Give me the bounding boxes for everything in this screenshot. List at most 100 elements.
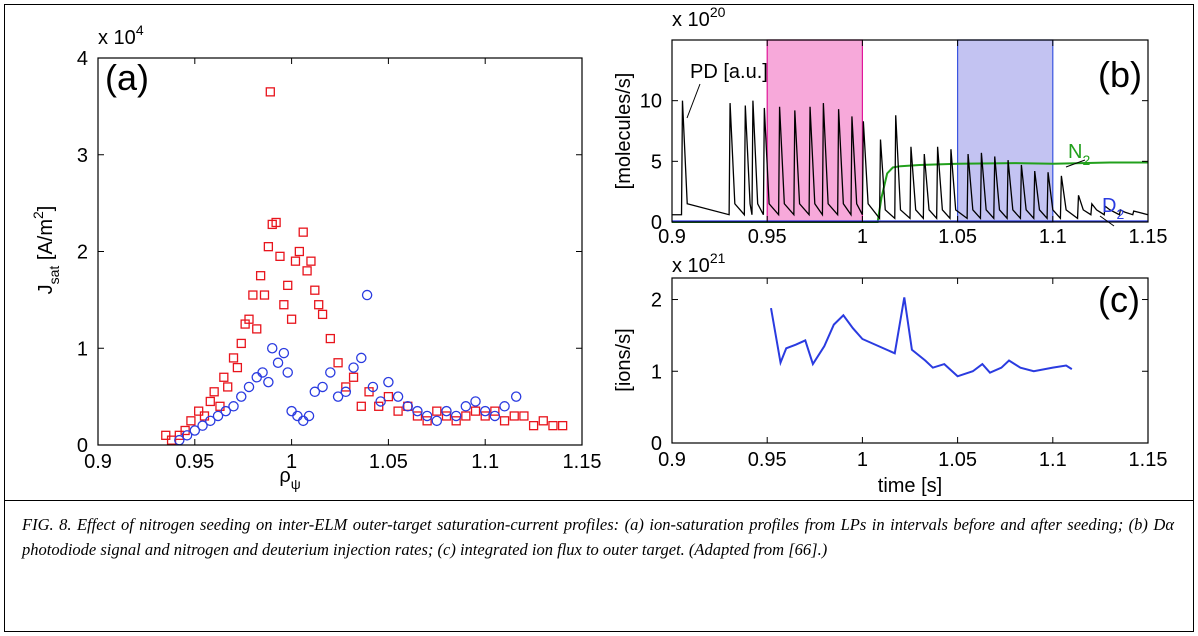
square-marker	[294, 246, 304, 257]
square-marker	[290, 256, 301, 266]
x-tick-label: 0.9	[658, 449, 686, 471]
square-marker	[333, 358, 343, 368]
annotation-part: PD [a.u.]	[690, 61, 768, 83]
circle-marker	[272, 357, 284, 369]
x-tick-label: 1.15	[563, 451, 602, 473]
circle-marker	[317, 381, 328, 393]
square-marker	[314, 300, 324, 310]
circle-marker	[499, 401, 510, 412]
square-marker	[557, 420, 568, 431]
square-marker	[161, 430, 171, 440]
circle-marker	[257, 367, 268, 378]
circle-marker	[402, 401, 414, 412]
y-tick-label: 1	[651, 361, 662, 383]
axis-multiplier-part: x 10	[672, 9, 710, 31]
square-marker	[263, 242, 274, 252]
square-marker	[317, 309, 328, 320]
square-marker	[265, 87, 275, 97]
square-marker	[432, 406, 442, 416]
square-marker	[232, 362, 243, 373]
axis-multiplier: x 1020	[672, 4, 726, 31]
circle-marker	[286, 405, 297, 417]
annotation-pointer	[1099, 215, 1115, 227]
square-marker	[180, 425, 190, 436]
x-tick-label: 1.05	[369, 451, 408, 473]
caption: FIG. 8. Effect of nitrogen seeding on in…	[22, 515, 1174, 559]
square-marker	[528, 420, 539, 431]
circle-marker	[243, 381, 255, 393]
circle-marker	[309, 386, 321, 398]
square-marker	[302, 266, 312, 276]
x-axis-label: time [s]	[878, 475, 942, 497]
square-marker	[186, 416, 196, 426]
circle-marker	[263, 376, 274, 388]
y-axis-label-part: J	[35, 284, 57, 294]
x-tick-label: 1.1	[471, 451, 499, 473]
square-marker	[259, 290, 270, 300]
circle-marker	[421, 410, 433, 422]
y-tick-label: 5	[651, 151, 662, 173]
square-marker	[255, 271, 266, 281]
square-marker	[374, 401, 384, 411]
y-tick-label: 1	[77, 338, 88, 360]
y-axis-label: Jsat [A/m2]	[30, 206, 62, 295]
square-marker	[422, 416, 432, 426]
axes-frame	[671, 277, 1149, 444]
square-marker	[283, 280, 293, 291]
square-marker	[248, 290, 258, 300]
y-axis-label-part: [A/m	[35, 219, 57, 266]
y-axis-label-part: sat	[46, 266, 62, 285]
series-line	[672, 161, 1148, 223]
circle-marker	[266, 342, 278, 354]
circle-marker	[228, 401, 239, 412]
x-tick-label: 1.05	[938, 226, 977, 248]
square-marker	[412, 411, 423, 421]
annotation-part: N	[1068, 141, 1082, 163]
circle-marker	[181, 430, 193, 441]
x-tick-label: 0.9	[658, 226, 686, 248]
annotation-part: D	[1102, 195, 1116, 217]
panel-tag: (c)	[1098, 279, 1140, 320]
circle-marker	[510, 391, 522, 402]
x-tick-label: 1.05	[938, 449, 977, 471]
circle-marker	[489, 410, 501, 422]
square-marker	[209, 387, 219, 397]
x-tick-label: 1.15	[1129, 226, 1168, 248]
axes-frame	[97, 57, 583, 446]
annotation: N2	[1068, 141, 1090, 168]
axis-multiplier-part: x 10	[672, 255, 710, 277]
axis-multiplier-part: x 10	[98, 27, 136, 49]
x-tick-label: 1	[857, 449, 868, 471]
annotation: PD [a.u.]	[690, 61, 768, 83]
y-axis-label-part: 2	[30, 211, 46, 219]
y-tick-label: 0	[651, 433, 662, 455]
y-tick-label: 4	[77, 48, 88, 70]
circle-marker	[303, 410, 315, 422]
x-tick-label: 0.9	[84, 451, 112, 473]
panel-tag: (b)	[1098, 54, 1142, 95]
square-marker	[236, 338, 246, 349]
square-marker	[480, 411, 490, 421]
square-marker	[548, 420, 558, 431]
y-tick-label: 3	[77, 145, 88, 167]
axis-multiplier-part: 20	[710, 4, 726, 20]
square-marker	[499, 416, 510, 426]
axis-multiplier: x 104	[98, 22, 144, 49]
circle-marker	[297, 415, 309, 427]
circle-marker	[367, 381, 379, 393]
axis-multiplier-part: 4	[136, 22, 144, 38]
y-axis-label-part: [ions/s]	[613, 328, 635, 391]
square-marker	[228, 353, 239, 363]
square-marker	[244, 314, 254, 324]
circle-marker	[236, 391, 247, 402]
y-tick-label: 2	[77, 242, 88, 264]
square-marker	[166, 435, 177, 445]
square-marker	[461, 411, 471, 421]
square-marker	[205, 396, 215, 407]
annotation-part: 2	[1116, 206, 1124, 222]
circle-marker	[392, 391, 404, 402]
annotation: D2	[1102, 195, 1124, 222]
circle-marker	[205, 415, 216, 427]
circle-marker	[212, 410, 224, 422]
